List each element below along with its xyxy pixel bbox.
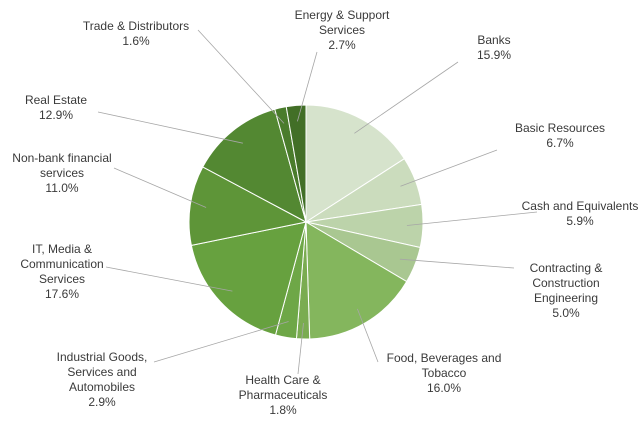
leader-line xyxy=(153,321,289,363)
leader-line xyxy=(399,258,515,269)
pie-slice xyxy=(285,104,307,223)
slice-name-label: Energy & Support xyxy=(295,8,390,22)
slice-value-label: 11.0% xyxy=(45,181,78,195)
leader-line xyxy=(357,308,379,363)
slice-name-label: IT, Media & xyxy=(32,242,92,256)
slice-value-label: 5.9% xyxy=(566,214,594,228)
slice-value-label: 15.9% xyxy=(477,48,511,62)
slice-name-label: Food, Beverages and xyxy=(387,351,502,365)
slice-value-label: 6.7% xyxy=(546,136,574,150)
pie-slices xyxy=(188,104,424,340)
slice-label: Health Care & Pharmaceuticals 1.8% xyxy=(239,373,328,417)
slice-label: Trade & Distributors 1.6% xyxy=(83,19,189,48)
slice-name-label: Services xyxy=(319,23,365,37)
leader-line xyxy=(297,322,304,375)
slice-name-label: Construction xyxy=(532,276,599,290)
slice-name-label: Non-bank financial xyxy=(12,151,111,165)
slice-label: Contracting & Construction Engineering 5.0% xyxy=(530,261,603,320)
pie-slice xyxy=(305,104,406,223)
slice-name-label: Services xyxy=(39,272,85,286)
slice-label: Cash and Equivalents 5.9% xyxy=(522,199,639,228)
slice-name-label: Communication xyxy=(20,257,103,271)
slice-name-label: Health Care & xyxy=(245,373,320,387)
leader-line xyxy=(406,211,538,226)
slice-name-label: Cash and Equivalents xyxy=(522,199,639,213)
slice-label: Real Estate 12.9% xyxy=(25,93,87,122)
leader-line xyxy=(354,61,459,134)
slice-name-label: Pharmaceuticals xyxy=(239,388,328,402)
slice-value-label: 1.6% xyxy=(122,34,150,48)
slice-name-label: Engineering xyxy=(534,291,598,305)
slice-label: Industrial Goods, Services and Automobiles… xyxy=(57,350,148,409)
slice-name-label: services xyxy=(40,166,84,180)
pie-slice xyxy=(188,166,308,246)
leader-lines xyxy=(97,29,538,375)
leader-line xyxy=(297,51,318,122)
leader-line xyxy=(105,266,233,292)
slice-value-label: 5.0% xyxy=(552,306,580,320)
slice-value-label: 1.8% xyxy=(269,403,297,417)
slice-value-label: 2.9% xyxy=(88,395,116,409)
leader-line xyxy=(400,149,498,187)
leader-line xyxy=(97,111,243,144)
slice-name-label: Services and xyxy=(67,365,136,379)
slice-name-label: Contracting & xyxy=(530,261,603,275)
leader-line xyxy=(113,167,207,208)
leader-line xyxy=(197,29,285,124)
slice-value-label: 12.9% xyxy=(39,108,73,122)
slice-name-label: Automobiles xyxy=(69,380,135,394)
slice-labels: Banks 15.9% Basic Resources 6.7% Cash and Eq… xyxy=(12,8,638,417)
slice-label: Basic Resources 6.7% xyxy=(515,121,605,150)
slice-label: Non-bank financial services 11.0% xyxy=(12,151,111,195)
pie-slice xyxy=(190,221,307,336)
slice-name-label: Tobacco xyxy=(422,366,467,380)
slice-name-label: Banks xyxy=(477,33,510,47)
slice-label: Banks 15.9% xyxy=(477,33,511,62)
slice-label: Food, Beverages and Tobacco 16.0% xyxy=(387,351,502,395)
slice-value-label: 2.7% xyxy=(328,38,356,52)
slice-name-label: Trade & Distributors xyxy=(83,19,189,33)
pie-slice xyxy=(202,108,307,223)
slice-label: Energy & Support Services 2.7% xyxy=(295,8,390,52)
slice-value-label: 16.0% xyxy=(427,381,461,395)
slice-value-label: 17.6% xyxy=(45,287,79,301)
slice-name-label: Basic Resources xyxy=(515,121,605,135)
slice-name-label: Industrial Goods, xyxy=(57,350,148,364)
slice-label: IT, Media & Communication Services 17.6% xyxy=(20,242,103,301)
pie-slice xyxy=(305,221,408,340)
slice-name-label: Real Estate xyxy=(25,93,87,107)
